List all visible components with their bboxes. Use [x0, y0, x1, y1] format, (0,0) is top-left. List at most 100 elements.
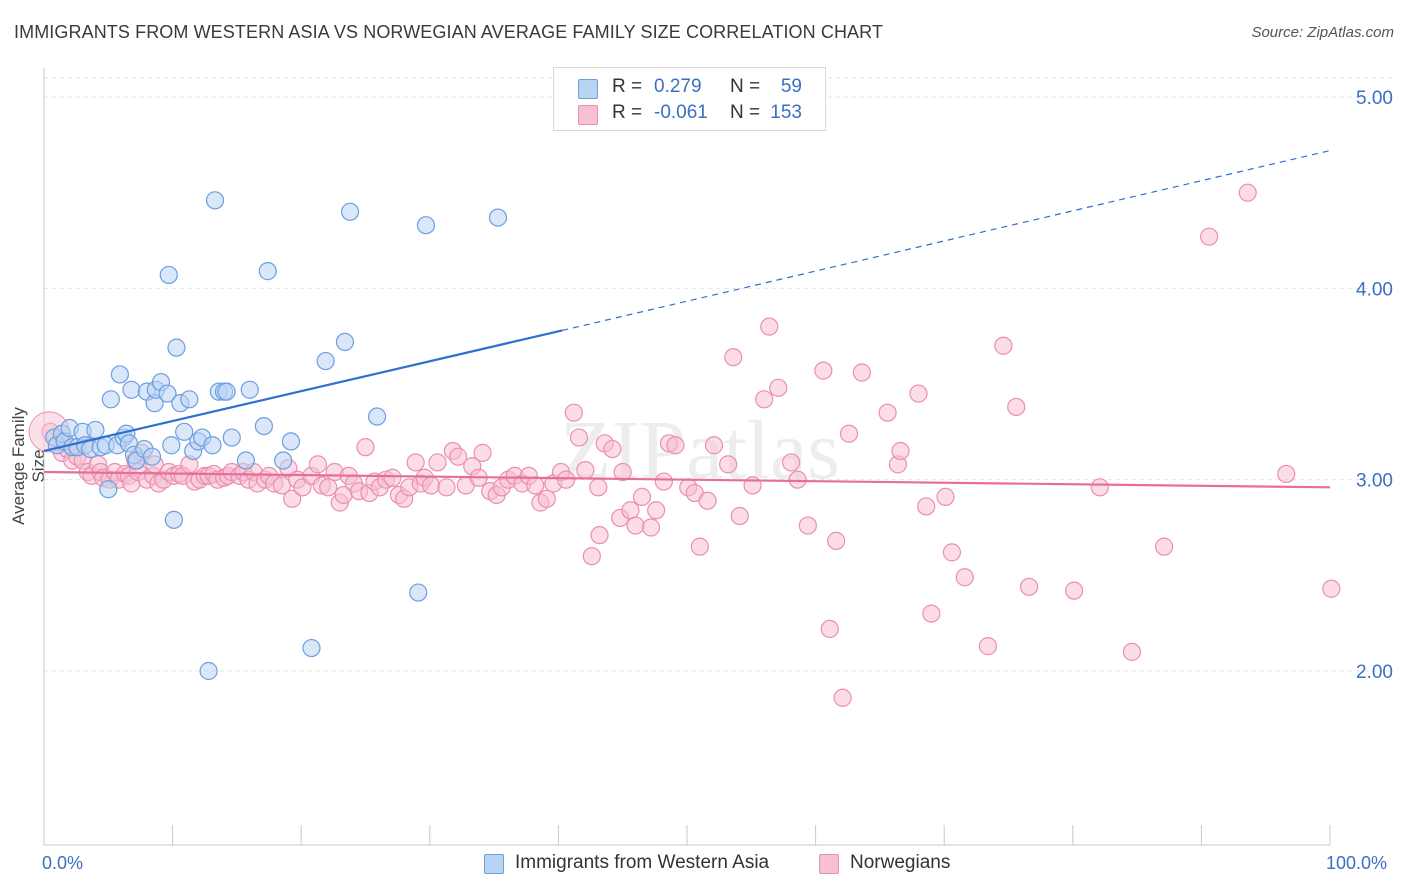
norwegians-point — [730, 506, 749, 526]
western-asia-points — [45, 191, 508, 681]
western-asia-point — [142, 447, 162, 466]
norwegians-point — [788, 470, 807, 489]
norwegians-point — [994, 336, 1013, 355]
western-asia-point — [162, 436, 181, 455]
norwegians-point — [955, 568, 974, 587]
norwegians-point — [428, 453, 447, 472]
norwegians-point — [1064, 581, 1084, 600]
western-asia-point — [254, 416, 274, 436]
norwegians-point — [769, 378, 788, 397]
western-asia-point — [222, 428, 241, 447]
norwegians-point — [719, 455, 738, 474]
norwegians-point — [283, 489, 302, 508]
chart-title: IMMIGRANTS FROM WESTERN ASIA VS NORWEGIA… — [14, 22, 884, 42]
western-asia-point — [236, 451, 256, 470]
western-asia-point — [164, 510, 183, 529]
norwegians-point — [406, 453, 425, 472]
western-asia-point — [335, 332, 355, 352]
axes — [43, 68, 1331, 846]
norwegians-point — [698, 491, 717, 510]
norwegians-point — [526, 476, 545, 495]
norwegians-point — [626, 516, 645, 535]
norwegians-points — [28, 183, 1341, 707]
y-tick-label: 5.00 — [1356, 88, 1393, 109]
correlation-legend: R = 0.279 N = 59 R = -0.061 N = 153 — [553, 67, 826, 131]
norwegians-point — [564, 403, 583, 422]
norwegians-point — [922, 604, 941, 623]
western-asia-point — [217, 382, 236, 401]
n-value: 153 — [770, 102, 802, 123]
western-asia-point — [167, 338, 186, 357]
pink-swatch — [578, 105, 598, 125]
norwegians-point — [356, 438, 375, 457]
norwegians-point — [798, 516, 817, 535]
western-asia-point — [99, 480, 118, 499]
r-label: R = — [612, 76, 643, 97]
y-tick-labels: 2.00 3.00 4.00 5.00 — [1356, 88, 1393, 683]
trend-lines — [43, 149, 1331, 489]
norwegians-point — [704, 436, 724, 455]
western-asia-point — [159, 265, 178, 285]
norwegians-point — [589, 478, 608, 497]
norwegians-point — [814, 361, 833, 380]
norwegians-point — [621, 501, 640, 520]
norwegians-trend — [43, 470, 1331, 489]
norwegians-point — [839, 424, 859, 443]
norwegians-point — [654, 472, 673, 491]
western-asia-point — [205, 191, 225, 210]
norwegians-point — [833, 688, 852, 707]
norwegians-point — [613, 462, 632, 482]
norwegians-point — [437, 478, 456, 497]
norwegians-point — [690, 537, 709, 556]
norwegians-point — [760, 317, 779, 336]
norwegians-point — [978, 637, 998, 656]
legend-label: Norwegians — [850, 852, 951, 873]
n-label: N = — [730, 76, 761, 97]
norwegians-point — [666, 436, 685, 455]
western-asia-point — [110, 365, 129, 384]
western-asia-point — [180, 390, 199, 409]
blue-swatch — [484, 854, 504, 874]
norwegians-point — [755, 390, 774, 409]
grid-lines — [44, 77, 1392, 672]
norwegians-point — [308, 455, 328, 474]
norwegians-point — [1322, 579, 1341, 598]
western-asia-point — [175, 422, 194, 441]
legend-label: Immigrants from Western Asia — [515, 852, 770, 873]
y-tick-label: 4.00 — [1356, 279, 1393, 300]
norwegians-point — [1090, 478, 1109, 497]
norwegians-point — [1155, 537, 1174, 556]
western-asia-point — [281, 432, 301, 451]
r-value: -0.061 — [654, 102, 708, 123]
norwegians-point — [936, 487, 955, 506]
norwegians-point — [878, 403, 897, 422]
western-asia-point — [158, 384, 177, 403]
x-tick-max: 100.0% — [1326, 853, 1388, 873]
norwegians-point — [1277, 464, 1296, 484]
western-asia-point — [488, 208, 508, 227]
western-asia-point — [122, 380, 141, 399]
norwegians-point — [473, 443, 492, 462]
norwegians-point — [909, 384, 928, 403]
western-asia-point — [86, 420, 105, 440]
western-asia-point — [258, 262, 277, 281]
norwegians-point — [603, 439, 622, 459]
norwegians-point — [582, 547, 601, 566]
norwegians-point — [537, 489, 556, 508]
r-label: R = — [612, 102, 643, 123]
pink-swatch — [819, 854, 839, 874]
norwegians-point — [1238, 183, 1257, 202]
western-asia-point — [203, 436, 222, 455]
n-label: N = — [730, 102, 761, 123]
norwegians-point — [891, 441, 910, 461]
norwegians-point — [448, 447, 468, 466]
western-asia-point — [101, 390, 120, 409]
norwegians-point — [319, 478, 338, 497]
norwegians-point — [820, 619, 839, 639]
norwegians-point — [569, 428, 589, 447]
norwegians-point — [1122, 642, 1142, 661]
norwegians-point — [383, 468, 402, 487]
western-asia-point — [409, 583, 428, 602]
norwegians-point — [827, 531, 846, 550]
norwegians-point — [576, 461, 595, 480]
